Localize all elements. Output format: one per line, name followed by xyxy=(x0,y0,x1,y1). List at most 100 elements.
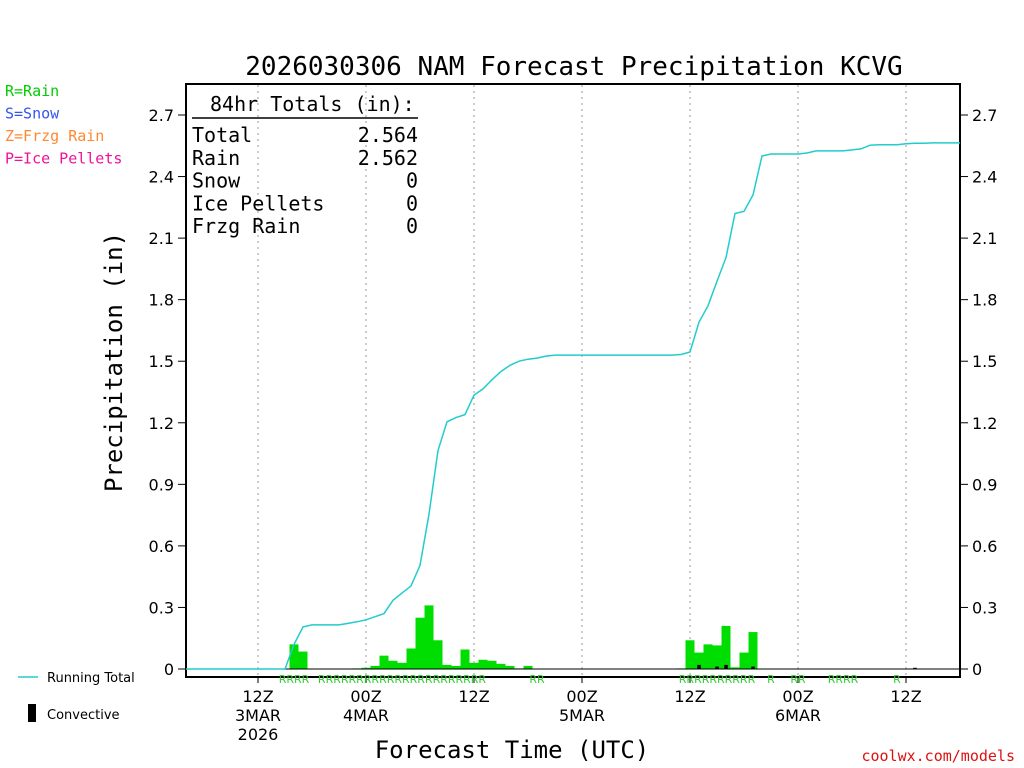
convective-bar xyxy=(724,664,728,669)
ptype-marker-label: RRRRRRRRRR xyxy=(679,673,756,686)
precip-bar xyxy=(361,667,371,669)
precip-bar xyxy=(712,645,722,669)
y-tick-label-left: 2.1 xyxy=(149,229,174,248)
precip-bar xyxy=(379,655,389,669)
totals-row-label: Frzg Rain xyxy=(192,214,300,238)
totals-row-label: Rain xyxy=(192,146,240,170)
y-tick-label-right: 2.1 xyxy=(972,229,997,248)
convective-bar xyxy=(751,666,755,669)
x-axis-label: Forecast Time (UTC) xyxy=(375,736,650,764)
totals-row-label: Ice Pellets xyxy=(192,191,324,215)
y-axis-label: Precipitation (in) xyxy=(100,232,128,492)
precip-bar xyxy=(478,659,488,669)
y-tick-label-right: 1.8 xyxy=(972,291,997,310)
precip-bar xyxy=(424,605,434,669)
y-axis-left: 0 0.3 0.6 0.9 1.2 1.5 1.8 2.1 2.4 2.7 xyxy=(149,106,186,679)
y-tick-label-right: 1.5 xyxy=(972,352,997,371)
precip-bar xyxy=(289,644,299,669)
x-tick-label: 12Z xyxy=(674,687,705,706)
precip-bar xyxy=(739,652,749,669)
precip-bar xyxy=(694,652,704,669)
plot-area xyxy=(185,83,961,678)
totals-row-value: 0 xyxy=(406,169,418,193)
convective-bar xyxy=(697,664,701,669)
precip-bar xyxy=(442,664,452,669)
precip-bar xyxy=(388,660,398,669)
convective-bar xyxy=(715,666,719,669)
y-tick-label-left: 0.9 xyxy=(149,475,174,494)
precip-bar xyxy=(415,617,425,669)
y-tick-label-left: 1.2 xyxy=(149,414,174,433)
x-tick-label: 3MAR xyxy=(235,706,281,725)
convective-legend-label: Convective xyxy=(47,708,120,723)
ptype-legend: R=Rain S=Snow Z=Frzg Rain P=Ice Pellets xyxy=(5,82,122,168)
precip-bar xyxy=(685,640,695,669)
y-tick-label-left: 0.3 xyxy=(149,598,174,617)
y-tick-label-right: 2.7 xyxy=(972,106,997,125)
x-tick-label: 12Z xyxy=(890,687,921,706)
running-total-legend-label: Running Total xyxy=(47,671,135,686)
precip-bar xyxy=(730,667,740,669)
precip-bar xyxy=(703,644,713,669)
series-legend: Running Total Convective xyxy=(18,671,135,723)
x-tick-label: 2026 xyxy=(238,725,279,744)
ptype-legend-item: R=Rain xyxy=(5,82,59,100)
totals-box: 84hr Totals (in): Total 2.564 Rain 2.562 Sno… xyxy=(192,92,418,238)
precip-bar xyxy=(397,662,407,669)
y-tick-label-right: 0.3 xyxy=(972,598,997,617)
y-axis-right: 0 0.3 0.6 0.9 1.2 1.5 1.8 2.1 2.4 2.7 xyxy=(960,106,997,679)
ptype-legend-item: S=Snow xyxy=(5,105,60,123)
y-tick-label-right: 0.9 xyxy=(972,475,997,494)
totals-row-label: Snow xyxy=(192,169,241,193)
ptype-markers: RRRR RRRRRRRRRRRRRRRRRRRRRR RR RRRRRRRRRR R R… xyxy=(279,673,901,686)
x-tick-label: 00Z xyxy=(782,687,813,706)
x-tick-label: 00Z xyxy=(566,687,597,706)
totals-header: 84hr Totals (in): xyxy=(210,92,415,116)
precip-bar xyxy=(721,625,731,669)
ptype-marker-label: RR xyxy=(790,673,806,686)
convective-bars xyxy=(697,664,917,669)
ptype-marker-label: RRRR xyxy=(279,673,310,686)
precip-bar xyxy=(496,663,506,669)
precip-bar xyxy=(460,649,470,669)
y-tick-label-left: 0 xyxy=(164,660,174,679)
y-tick-label-right: 0.6 xyxy=(972,537,997,556)
ptype-marker-label: R xyxy=(893,673,901,686)
totals-row-label: Total xyxy=(192,123,252,147)
x-tick-label: 12Z xyxy=(458,687,489,706)
totals-row-value: 2.562 xyxy=(358,146,418,170)
y-tick-label-left: 1.5 xyxy=(149,352,174,371)
totals-row-value: 0 xyxy=(406,191,418,215)
x-tick-label: 12Z xyxy=(242,687,273,706)
precip-bar xyxy=(487,660,497,669)
running-total-line xyxy=(186,142,960,670)
x-tick-label: 6MAR xyxy=(775,706,821,725)
y-tick-label-left: 1.8 xyxy=(149,291,174,310)
x-tick-label: 00Z xyxy=(350,687,381,706)
precip-bar xyxy=(451,665,461,669)
convective-bar xyxy=(913,667,917,669)
precip-bars xyxy=(186,605,960,670)
precip-bar xyxy=(433,640,443,669)
y-tick-label-right: 2.4 xyxy=(972,168,997,187)
chart-title: 2026030306 NAM Forecast Precipitation KC… xyxy=(245,52,902,82)
precip-bar xyxy=(298,651,308,669)
precip-bar xyxy=(523,665,533,669)
ptype-legend-item: P=Ice Pellets xyxy=(5,150,122,168)
ptype-marker-label: RRRR xyxy=(828,673,859,686)
y-tick-label-left: 2.4 xyxy=(149,168,174,187)
precip-bar xyxy=(469,662,479,669)
vertical-gridlines xyxy=(257,85,907,676)
credit-text: coolwx.com/models xyxy=(861,747,1015,765)
convective-legend-swatch xyxy=(28,704,36,722)
precip-bar xyxy=(370,665,380,669)
x-tick-label: 4MAR xyxy=(343,706,389,725)
ptype-legend-item: Z=Frzg Rain xyxy=(5,127,104,145)
y-tick-label-left: 2.7 xyxy=(149,106,174,125)
totals-row-value: 0 xyxy=(406,214,418,238)
totals-row-value: 2.564 xyxy=(358,123,418,147)
x-tick-label: 5MAR xyxy=(559,706,605,725)
ptype-marker-label: RR xyxy=(529,673,545,686)
